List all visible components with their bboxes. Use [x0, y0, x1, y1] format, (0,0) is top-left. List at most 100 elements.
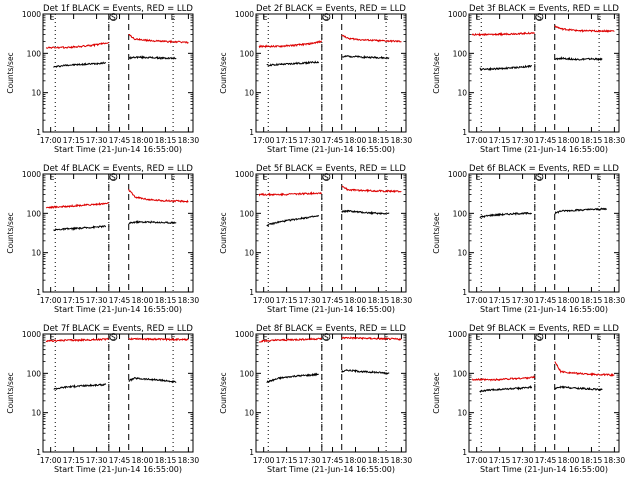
x-axis-label: Start Time (21-Jun-14 16:55:00)	[480, 305, 608, 314]
series-line-events	[53, 225, 107, 232]
y-tick-label: 10	[31, 249, 41, 258]
series-line-lld	[472, 375, 536, 382]
y-tick-label: 1000	[448, 10, 467, 19]
series-line-events	[266, 214, 320, 227]
series-line-events	[479, 64, 533, 72]
axes-frame	[468, 333, 620, 453]
marker-label: S	[111, 173, 116, 182]
x-tick-label: 18:15	[155, 296, 177, 305]
marker-label: E	[597, 173, 602, 182]
series-line-lld	[258, 39, 323, 49]
chart-panel-7: Det 7f BLACK = Events, RED = LLD 1 10 100 10…	[6, 324, 199, 474]
x-tick-label: 17:15	[489, 296, 511, 305]
x-tick-label: 17:15	[63, 296, 85, 305]
y-tick-label: 1000	[22, 330, 41, 339]
y-axis-label: Counts/sec	[6, 212, 15, 253]
series-line-lld	[341, 185, 402, 194]
y-tick-label: 1000	[22, 10, 41, 19]
x-tick-label: 17:30	[86, 136, 108, 145]
x-tick-label: 18:15	[368, 136, 390, 145]
y-tick-label: 1	[36, 128, 41, 137]
x-tick-label: 18:30	[604, 296, 626, 305]
marker-label: S	[537, 333, 542, 342]
marker-label: S	[324, 173, 329, 182]
y-tick-label: 100	[453, 209, 468, 218]
chart-title: Det 4f BLACK = Events, RED = LLD	[43, 164, 193, 174]
marker-label: E	[384, 173, 389, 182]
marker-label: E	[476, 173, 481, 182]
marker-label: E	[263, 333, 268, 342]
marker-circle	[109, 173, 118, 181]
marker-label: E	[171, 333, 176, 342]
x-tick-label: 17:00	[466, 456, 488, 465]
y-tick-label: 10	[244, 89, 254, 98]
marker-label: S	[111, 13, 116, 22]
series-line-events	[554, 56, 603, 62]
x-tick-label: 18:15	[155, 136, 177, 145]
marker-circle	[109, 13, 118, 21]
series-line-events	[266, 60, 320, 67]
x-axis-label: Start Time (21-Jun-14 16:55:00)	[480, 145, 608, 154]
marker-label: E	[384, 13, 389, 22]
marker-circle	[535, 13, 544, 21]
y-tick-label: 100	[453, 49, 468, 58]
x-tick-label: 18:15	[581, 136, 603, 145]
x-tick-label: 18:30	[391, 456, 413, 465]
x-axis-label: Start Time (21-Jun-14 16:55:00)	[480, 465, 608, 474]
x-tick-label: 18:00	[345, 136, 367, 145]
series-line-lld	[45, 41, 110, 50]
x-tick-label: 18:00	[558, 136, 580, 145]
marker-circle	[109, 333, 118, 341]
x-tick-label: 18:00	[132, 456, 154, 465]
y-tick-label: 1	[36, 448, 41, 457]
x-tick-label: 18:15	[581, 456, 603, 465]
x-tick-label: 18:00	[132, 136, 154, 145]
series-line-events	[341, 368, 390, 375]
chart-panel-8: Det 8f BLACK = Events, RED = LLD 1 10 100 10…	[219, 324, 412, 474]
chart-title: Det 6f BLACK = Events, RED = LLD	[469, 164, 619, 174]
y-tick-label: 100	[27, 49, 42, 58]
chart-panel-6: Det 6f BLACK = Events, RED = LLD 1 10 100 10…	[432, 164, 625, 314]
series-line-events	[128, 219, 177, 225]
series-line-events	[128, 376, 177, 384]
axes-frame	[468, 173, 620, 293]
y-tick-label: 100	[240, 369, 255, 378]
y-tick-label: 1	[249, 288, 254, 297]
series-line-lld	[258, 337, 323, 343]
marker-label: E	[476, 13, 481, 22]
y-tick-label: 1000	[448, 170, 467, 179]
series-line-events	[128, 55, 177, 60]
axes-frame	[255, 13, 407, 133]
series-line-lld	[128, 337, 189, 342]
x-tick-label: 17:30	[299, 456, 321, 465]
x-tick-label: 17:00	[253, 456, 275, 465]
series-line-lld	[45, 201, 110, 210]
axes-frame	[42, 333, 194, 453]
x-tick-label: 18:30	[391, 296, 413, 305]
y-tick-label: 100	[240, 209, 255, 218]
chart-panel-9: Det 9f BLACK = Events, RED = LLD 1 10 100 10…	[432, 324, 625, 474]
marker-label: S	[537, 173, 542, 182]
y-axis-label: Counts/sec	[6, 372, 15, 413]
series-line-events	[341, 209, 390, 216]
y-tick-label: 1	[462, 288, 467, 297]
series-line-events	[479, 385, 533, 393]
x-tick-label: 17:15	[63, 136, 85, 145]
axes-frame	[255, 333, 407, 453]
x-tick-label: 17:15	[63, 456, 85, 465]
marker-circle	[322, 173, 331, 181]
chart-title: Det 1f BLACK = Events, RED = LLD	[43, 4, 193, 14]
x-tick-label: 18:30	[391, 136, 413, 145]
y-tick-label: 10	[31, 89, 41, 98]
marker-label: E	[597, 13, 602, 22]
y-tick-label: 10	[457, 249, 467, 258]
x-tick-label: 18:15	[368, 296, 390, 305]
marker-label: E	[597, 333, 602, 342]
x-tick-label: 17:30	[299, 296, 321, 305]
series-line-lld	[341, 34, 402, 43]
y-tick-label: 10	[244, 409, 254, 418]
x-tick-label: 18:00	[558, 296, 580, 305]
marker-label: E	[263, 173, 268, 182]
series-line-lld	[128, 189, 189, 204]
x-tick-label: 17:45	[109, 456, 131, 465]
